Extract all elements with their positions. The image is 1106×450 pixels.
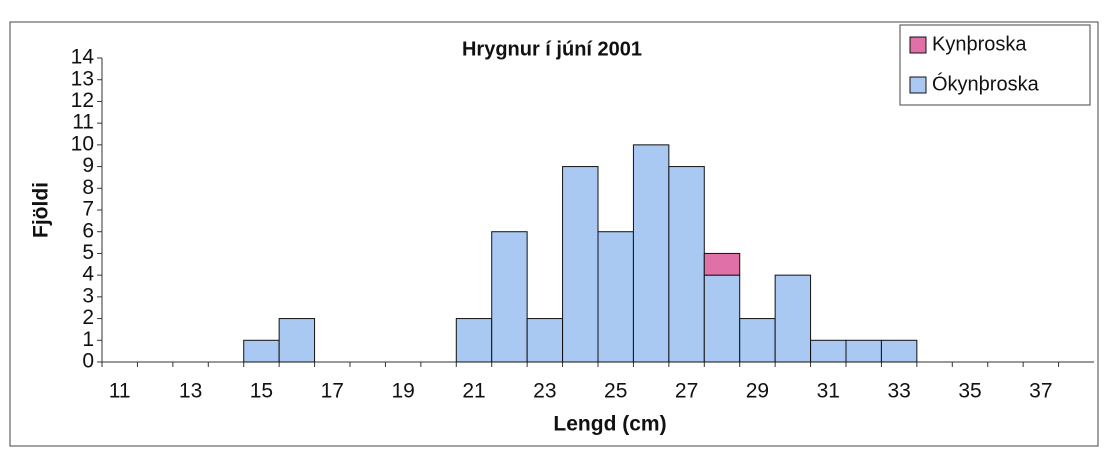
y-tick-label: 7 xyxy=(82,198,94,221)
bar-segment xyxy=(278,318,316,363)
bar-segment xyxy=(810,339,847,363)
y-tick-label: 4 xyxy=(82,263,94,286)
y-tick-label: 12 xyxy=(71,89,94,112)
x-tick-label: 11 xyxy=(109,380,131,403)
bar-segment xyxy=(632,144,670,363)
x-tick-label: 29 xyxy=(746,380,769,403)
bar-segment xyxy=(597,231,634,363)
legend-label: Ókynþroska xyxy=(932,72,1040,95)
x-tick-label: 25 xyxy=(604,380,627,403)
x-tick-label: 33 xyxy=(887,380,910,403)
bar-segment xyxy=(703,252,741,276)
legend-swatch xyxy=(909,36,927,54)
y-axis-label: Fjöldi xyxy=(30,182,53,238)
x-tick-label: 27 xyxy=(675,380,698,403)
bar-segment xyxy=(845,339,882,363)
x-tick-label: 37 xyxy=(1029,380,1052,403)
x-tick-label: 15 xyxy=(250,380,273,403)
bar-segment xyxy=(243,339,280,363)
bar-segment xyxy=(703,274,741,363)
bar-segment xyxy=(880,339,918,363)
x-tick-label: 21 xyxy=(462,380,485,403)
y-tick-label: 10 xyxy=(71,132,94,155)
y-tick-label: 0 xyxy=(82,350,94,373)
x-tick-label: 13 xyxy=(179,380,202,403)
chart-title: Hrygnur í júní 2001 xyxy=(462,38,642,60)
bar-segment xyxy=(455,318,493,363)
bar-segment xyxy=(739,318,776,363)
legend-box xyxy=(899,24,1091,106)
y-tick-label: 13 xyxy=(71,67,94,90)
bar-segment xyxy=(668,166,705,363)
y-tick-label: 6 xyxy=(82,219,94,242)
legend-label: Kynþroska xyxy=(932,33,1027,55)
bar-segment xyxy=(491,231,528,363)
y-tick-label: 14 xyxy=(71,46,95,69)
y-tick-label: 5 xyxy=(82,241,94,264)
x-tick-label: 17 xyxy=(321,380,344,403)
x-tick-label: 23 xyxy=(533,380,556,403)
bar-segment xyxy=(562,166,599,363)
x-tick-label: 31 xyxy=(817,380,840,403)
x-axis-label: Lengd (cm) xyxy=(553,413,666,436)
x-tick-label: 19 xyxy=(391,380,414,403)
legend-swatch xyxy=(909,76,927,94)
bar-segment xyxy=(526,318,564,363)
y-tick-label: 11 xyxy=(72,111,94,134)
bar-segment xyxy=(774,274,812,363)
x-tick-label: 35 xyxy=(958,380,981,403)
y-tick-label: 2 xyxy=(82,306,94,329)
y-tick-label: 9 xyxy=(82,154,94,177)
y-tick-label: 1 xyxy=(82,328,94,351)
y-tick-label: 8 xyxy=(82,176,94,199)
y-tick-label: 3 xyxy=(82,284,94,307)
